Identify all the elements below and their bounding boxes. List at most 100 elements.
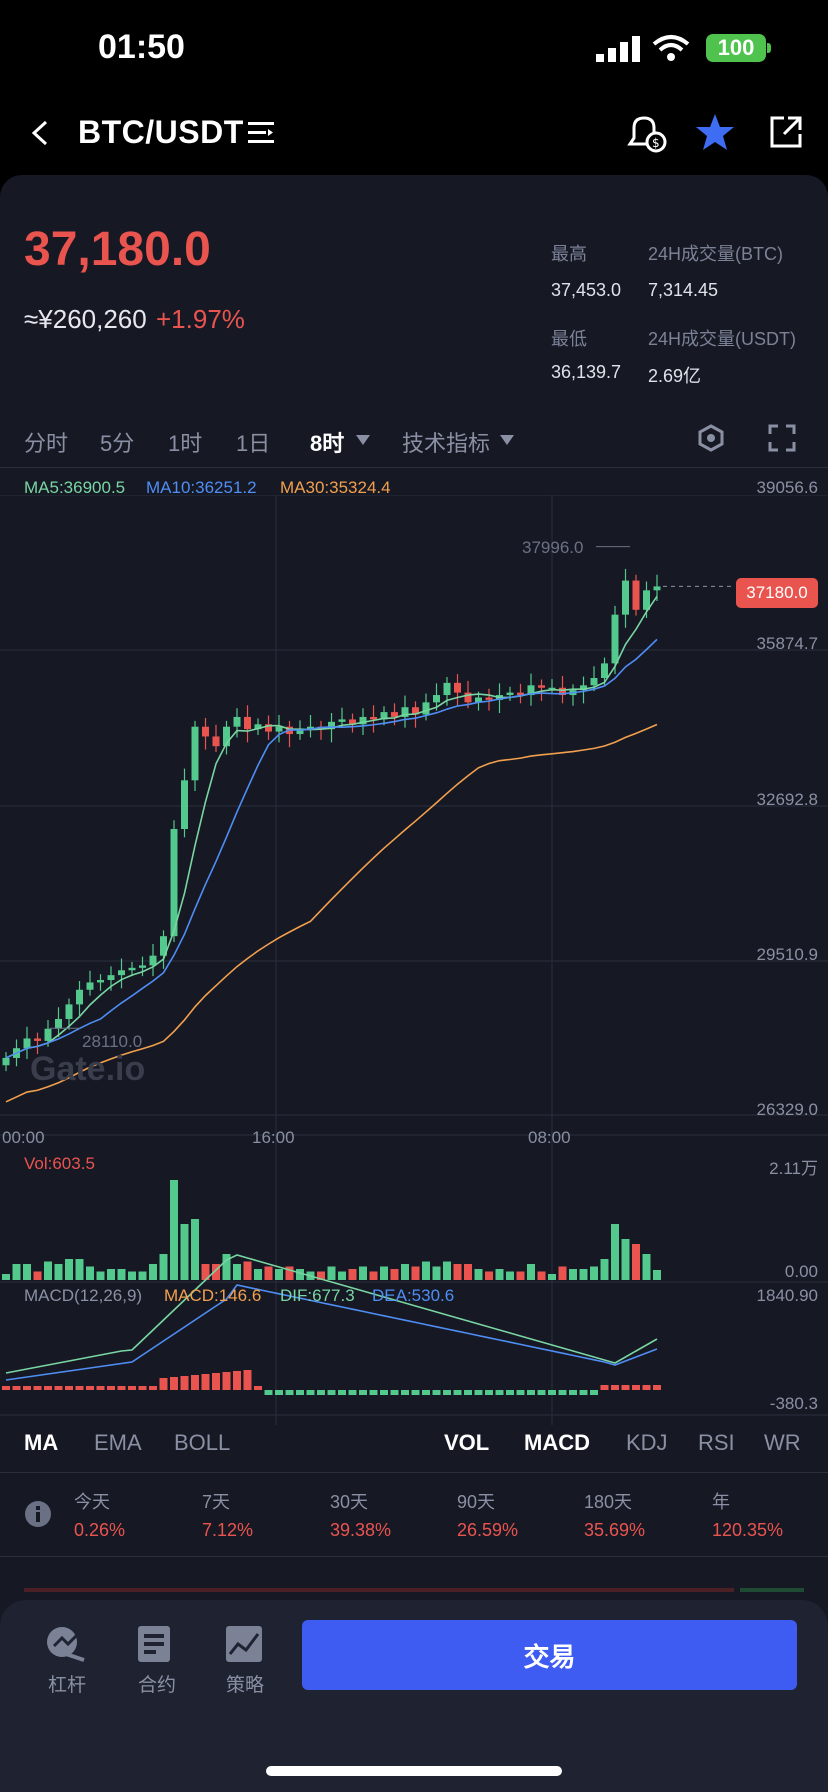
leverage-icon[interactable] <box>44 1624 88 1669</box>
volume-bar <box>317 1271 325 1280</box>
macd-bar <box>296 1390 304 1395</box>
macd-bar <box>306 1390 315 1395</box>
macd-bar <box>65 1386 73 1390</box>
kline-chart[interactable] <box>0 495 828 1425</box>
candle-body <box>538 685 545 688</box>
candle-body <box>23 1038 31 1049</box>
indicators-dropdown[interactable]: 技术指标 <box>402 431 491 456</box>
macd-bar <box>611 1385 619 1390</box>
time-axis-label: 00:00 <box>2 1128 45 1147</box>
indicator-ema[interactable]: EMA <box>94 1430 142 1455</box>
candle-body <box>55 1018 62 1029</box>
candle-body <box>601 663 608 678</box>
candle-body <box>380 712 388 720</box>
volume-bar <box>495 1269 504 1280</box>
candle-body <box>359 716 367 725</box>
volume-bar <box>506 1271 514 1280</box>
volume-bar <box>149 1264 157 1280</box>
timeframe-dropdown-icon[interactable] <box>356 432 370 450</box>
strategy-label[interactable]: 策略 <box>225 1675 264 1696</box>
candle-body <box>401 707 409 717</box>
current-price-tag: 37180.0 <box>736 578 818 608</box>
favorite-star-icon[interactable] <box>694 112 736 157</box>
volume-bar <box>285 1266 294 1280</box>
trade-button[interactable]: 交易 <box>302 1620 797 1690</box>
indicator-kdj[interactable]: KDJ <box>626 1430 668 1455</box>
chart-grid <box>0 495 828 1425</box>
macd-bar <box>569 1390 577 1395</box>
macd-bar <box>222 1372 231 1390</box>
macd-bar <box>537 1390 546 1395</box>
macd-lines <box>5 1254 658 1381</box>
indicators-chevron-icon[interactable] <box>500 432 514 450</box>
pair-title[interactable]: BTC/USDT <box>78 114 244 150</box>
indicator-boll[interactable]: BOLL <box>174 1430 231 1455</box>
indicator-rsi[interactable]: RSI <box>698 1430 735 1455</box>
candle-body <box>580 685 587 691</box>
svg-text:$: $ <box>652 136 660 150</box>
share-icon[interactable] <box>768 114 804 155</box>
macd-bar <box>380 1390 388 1395</box>
dif-value: DIF:677.3 <box>280 1286 355 1305</box>
macd-bar <box>327 1390 336 1395</box>
indicator-wr[interactable]: WR <box>764 1430 801 1455</box>
info-icon[interactable] <box>24 1500 52 1533</box>
perf-label: 180天 <box>584 1492 633 1512</box>
volume-bar <box>380 1266 388 1280</box>
tab-8h[interactable]: 8时 <box>310 431 345 456</box>
candle-body <box>391 712 398 717</box>
volume-bar <box>558 1266 567 1280</box>
ma-line <box>5 723 658 1103</box>
tab-5min[interactable]: 5分 <box>100 431 135 456</box>
contract-label[interactable]: 合约 <box>137 1675 176 1696</box>
macd-axis-top: 1840.90 <box>756 1286 818 1305</box>
volume-bar <box>254 1269 262 1280</box>
indicator-macd[interactable]: MACD <box>524 1430 590 1455</box>
leverage-label[interactable]: 杠杆 <box>47 1675 86 1696</box>
volume-bar <box>170 1180 178 1280</box>
price-alert-icon[interactable]: $ <box>624 112 668 159</box>
ma-lines <box>5 546 732 1103</box>
candle-body <box>370 716 377 720</box>
indicator-ma[interactable]: MA <box>24 1430 59 1455</box>
macd-bar <box>212 1373 220 1390</box>
candle-body <box>485 697 493 700</box>
volume-bar <box>411 1266 420 1280</box>
tab-1h[interactable]: 1时 <box>168 431 203 456</box>
volume-bar <box>621 1239 630 1280</box>
strategy-icon[interactable] <box>224 1624 264 1669</box>
volume-bar <box>2 1274 10 1280</box>
volume-bar <box>422 1261 430 1280</box>
contract-icon[interactable] <box>134 1624 174 1669</box>
macd-bar <box>44 1386 52 1390</box>
wifi-icon <box>652 34 690 67</box>
chart-settings-icon[interactable] <box>697 424 725 457</box>
min-price-mark: 28110.0 <box>82 1032 143 1051</box>
tab-1d[interactable]: 1日 <box>236 431 271 456</box>
dea-line <box>5 1284 658 1381</box>
candle-body <box>254 724 262 730</box>
macd-bar <box>233 1371 241 1390</box>
candle-body <box>223 726 230 747</box>
fullscreen-icon[interactable] <box>768 424 796 457</box>
candle-body <box>527 685 535 696</box>
volume-bar <box>632 1244 640 1280</box>
candle-body <box>128 967 136 971</box>
macd-bar <box>464 1390 472 1395</box>
macd-bar <box>75 1386 84 1390</box>
volume-bar <box>401 1264 409 1280</box>
indicator-vol[interactable]: VOL <box>444 1430 490 1455</box>
high-label: 最高 <box>551 244 587 264</box>
candle-body <box>443 682 451 696</box>
volume-bar <box>296 1269 304 1280</box>
perf-value: 39.38% <box>330 1520 392 1540</box>
volume-bar <box>201 1264 210 1280</box>
battery-tip <box>767 43 771 53</box>
candle-body <box>170 829 178 937</box>
pair-menu-icon[interactable] <box>248 120 274 151</box>
macd-bar <box>86 1386 94 1390</box>
macd-bar <box>348 1390 357 1395</box>
back-button[interactable] <box>28 118 54 146</box>
tab-timeline[interactable]: 分时 <box>24 431 69 456</box>
volume-bar <box>117 1269 126 1280</box>
